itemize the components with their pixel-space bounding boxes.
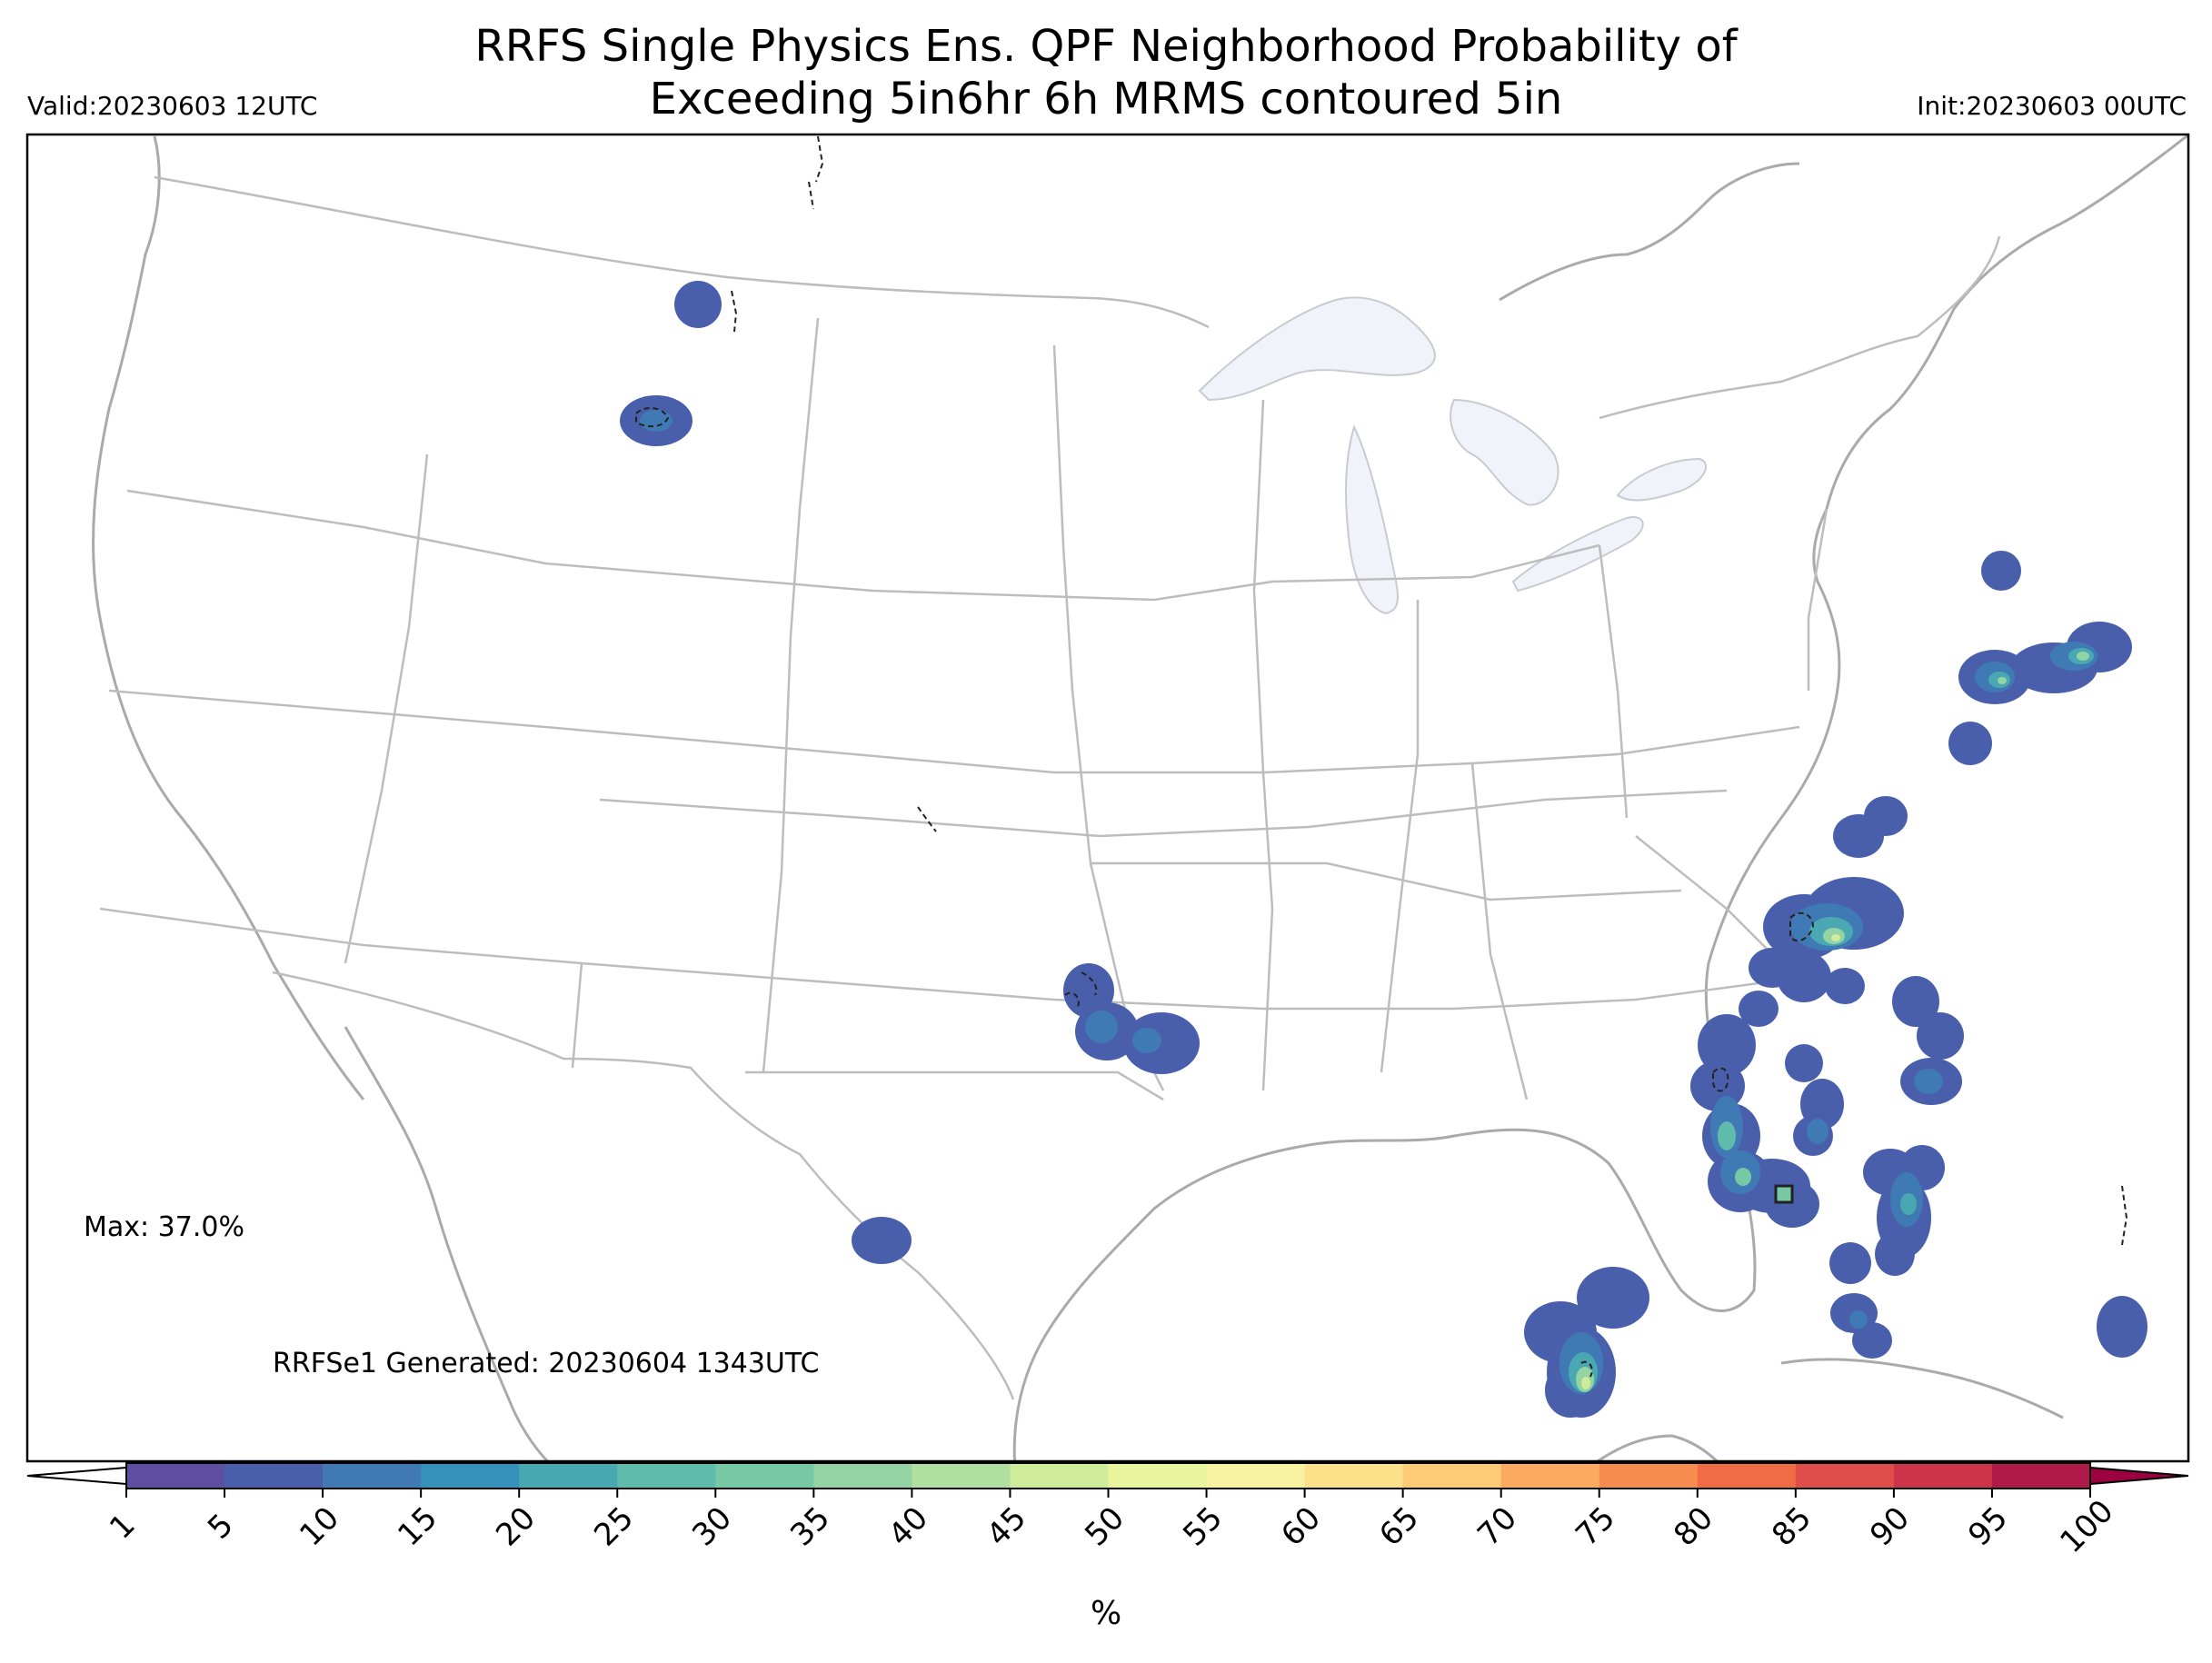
- colorbar-unit-label: %: [1091, 1595, 1122, 1632]
- init-time-label: Init:20230603 00UTC: [1917, 91, 2187, 121]
- prob-area-west-texas: [852, 1217, 912, 1264]
- colorbar: [26, 1462, 2189, 1498]
- prob-area-montana-east: [674, 281, 722, 328]
- prob-area-gulf-of-mexico: [1524, 1267, 1649, 1418]
- us-canada-border: [154, 175, 1210, 329]
- generated-timestamp-label: RRFSe1 Generated: 20230604 1343UTC: [273, 1348, 820, 1379]
- colorbar-segment: [519, 1463, 618, 1489]
- yucatan-coast: [1595, 1434, 1719, 1461]
- colorbar-segment: [1697, 1463, 1797, 1489]
- pacific-coastline: [92, 135, 365, 1100]
- max-value-label: Max: 37.0%: [84, 1211, 244, 1243]
- title-line-2: Exceeding 5in6hr 6h MRMS contoured 5in: [649, 74, 1563, 124]
- colorbar-segment: [1304, 1463, 1404, 1489]
- lake-superior: [1198, 296, 1436, 402]
- political-borders: [99, 175, 2001, 1400]
- us-mexico-border: [272, 971, 1015, 1400]
- colorbar-extend-high: [2089, 1466, 2189, 1486]
- prob-area-north-texas: [1063, 963, 1200, 1074]
- colorbar-segment: [1108, 1463, 1208, 1489]
- colorbar-segment: [126, 1463, 225, 1489]
- title-line-1: RRFS Single Physics Ens. QPF Neighborhoo…: [474, 21, 1738, 72]
- atlantic-coastline: [1825, 134, 2188, 510]
- probability-contours: [620, 281, 2147, 1418]
- colorbar-segment: [617, 1463, 716, 1489]
- colorbar-segment: [813, 1463, 912, 1489]
- great-lakes: [1198, 296, 1708, 615]
- cuba-coast: [1780, 1358, 2064, 1419]
- colorbar-segment: [224, 1463, 324, 1489]
- canada-coast: [1499, 162, 1800, 302]
- lake-erie: [1511, 516, 1644, 593]
- colorbar-segment: [1599, 1463, 1699, 1489]
- colorbar-segment: [1402, 1463, 1502, 1489]
- mrms-contours: [635, 135, 2128, 1378]
- chart-title: RRFS Single Physics Ens. QPF Neighborhoo…: [0, 20, 2212, 125]
- prob-area-south-carolina-coast: [1739, 796, 1908, 1027]
- colorbar-segment: [1206, 1463, 1306, 1489]
- colorbar-segment: [421, 1463, 520, 1489]
- colorbar-segment: [1500, 1463, 1600, 1489]
- colorbar-segment: [1795, 1463, 1895, 1489]
- colorbar-extend-low: [26, 1466, 127, 1486]
- map-frame: [25, 133, 2190, 1463]
- colorbar-segment: [323, 1463, 422, 1489]
- colorbar-segment: [1010, 1463, 1110, 1489]
- colorbar-segment: [912, 1463, 1011, 1489]
- lake-huron: [1450, 398, 1559, 506]
- valid-time-label: Valid:20230603 12UTC: [27, 91, 318, 121]
- colorbar-segment: [715, 1463, 814, 1489]
- prob-area-atlantic-offshore: [1785, 551, 2132, 1276]
- colorbar-segment: [1893, 1463, 1993, 1489]
- coastlines: [92, 134, 2188, 1461]
- lake-michigan: [1345, 424, 1399, 615]
- gulf-coastline: [1012, 508, 1841, 1461]
- mexico-coast: [344, 1026, 550, 1461]
- lake-ontario: [1616, 457, 1708, 502]
- colorbar-segment: [1991, 1463, 2091, 1489]
- prob-area-bahamas: [1829, 1242, 2147, 1359]
- prob-area-florida-west-coast: [1690, 1014, 1819, 1228]
